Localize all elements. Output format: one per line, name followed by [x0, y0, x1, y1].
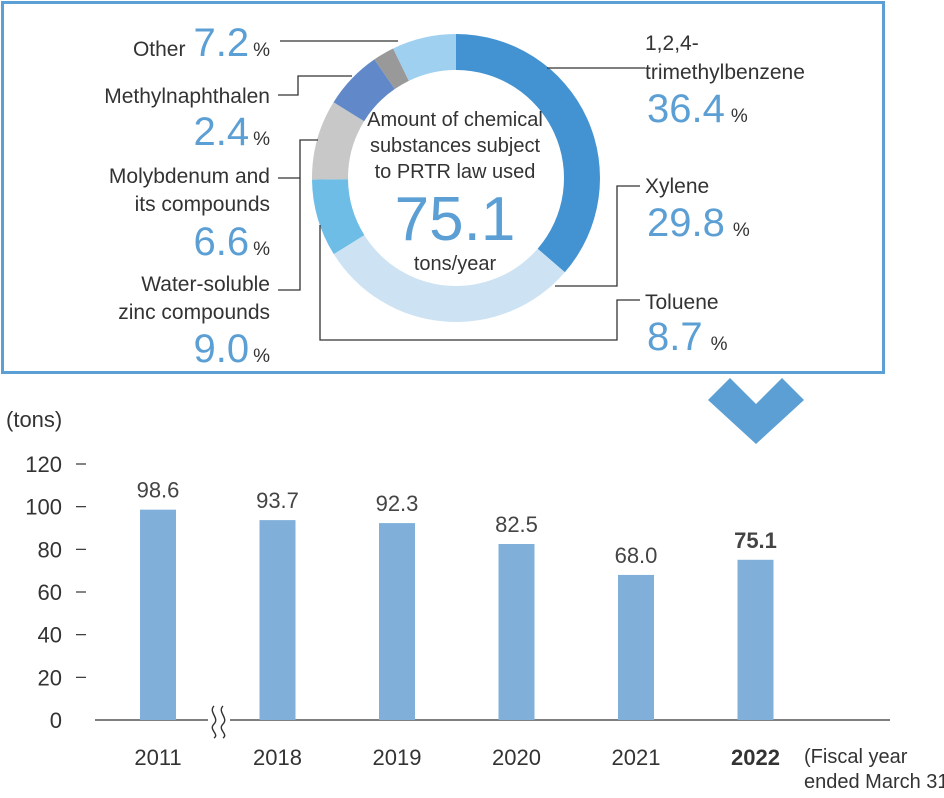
bar-2020: [498, 544, 535, 720]
y-tick-label: 100: [25, 495, 62, 520]
down-arrow-icon: [708, 378, 804, 444]
center-title-line-1: Amount of chemical: [367, 109, 543, 131]
bar-2021: [618, 574, 654, 720]
slice-percent-molybdenum: 6.6%: [193, 220, 270, 264]
slice-label-trimethylbenzene-line-1: 1,2,4-: [645, 32, 699, 55]
bar-2011: [140, 509, 176, 720]
bar-value-label-2011: 98.6: [137, 478, 180, 503]
slice-percent-water-soluble-zinc: 9.0%: [193, 327, 270, 371]
bar-value-label-2021: 68.0: [615, 543, 658, 568]
y-tick-label: 20: [38, 665, 62, 690]
donut-slice-xylene: [333, 235, 565, 322]
slice-label-methylnaphthalen: Methylnaphthalen: [104, 85, 270, 108]
slice-percent-methylnaphthalen: 2.4%: [193, 110, 270, 154]
slice-percent-toluene: 8.7%: [647, 315, 728, 359]
leader-xylene: [555, 185, 640, 287]
x-tick-label-2022: 2022: [731, 745, 780, 770]
bar-2019: [379, 523, 415, 720]
donut-slice-toluene: [312, 179, 365, 255]
bars: 98.6 2011 93.7 2018 92.3 2019 82.5 2020 68.0 2021…: [134, 478, 780, 770]
y-axis: 0 20 40 60 80 100 120: [25, 452, 86, 733]
x-tick-label-2011: 2011: [134, 745, 181, 770]
y-axis-label: (tons): [6, 407, 62, 432]
leader-methylnaphthalen: [278, 75, 352, 96]
center-total-value: 75.1: [395, 185, 516, 254]
y-tick-label: 120: [25, 452, 62, 477]
bar-value-label-2019: 92.3: [376, 491, 419, 516]
y-tick-label: 60: [38, 580, 62, 605]
slice-label-toluene: Toluene: [645, 291, 719, 314]
slice-label-xylene: Xylene: [645, 175, 709, 198]
donut-slice-other: [393, 34, 456, 81]
bar-value-label-2018: 93.7: [256, 488, 299, 513]
y-tick-label: 80: [38, 537, 62, 562]
x-tick-label-2019: 2019: [373, 745, 422, 770]
slice-label-other: Other 7.2%: [133, 21, 270, 65]
slice-label-water-soluble-zinc-line-2: zinc compounds: [118, 301, 270, 324]
center-title-line-3: to PRTR law used: [375, 161, 536, 183]
x-tick-label-2021: 2021: [612, 745, 661, 770]
bar-value-label-2020: 82.5: [495, 512, 538, 537]
slice-label-water-soluble-zinc-line-1: Water-soluble: [141, 273, 270, 296]
leader-water-soluble-zinc: [278, 139, 318, 291]
leader-toluene: [319, 225, 640, 341]
donut-slice-methylnaphthalen: [374, 48, 409, 90]
x-tick-label-2020: 2020: [492, 745, 541, 770]
bar-2022: [737, 559, 774, 720]
y-tick-label: 40: [38, 623, 62, 648]
center-title-line-2: substances subject: [370, 135, 541, 157]
slice-label-molybdenum-line-1: Molybdenum and: [109, 165, 270, 188]
donut-chart: [312, 34, 600, 322]
axis-break-icon: [208, 704, 230, 739]
slice-percent-xylene: 29.8%: [647, 201, 750, 245]
donut-slice-1-2-4-trimethylbenzene: [456, 34, 600, 273]
bar-2018: [259, 520, 296, 720]
x-tick-label-2018: 2018: [253, 745, 302, 770]
x-axis-note-line-2: ended March 31): [804, 771, 944, 793]
x-axis-note-line-1: (Fiscal year: [804, 746, 908, 768]
donut-slice-water-soluble-zinc-compounds: [312, 102, 365, 180]
slice-label-molybdenum-line-2: its compounds: [135, 193, 270, 216]
slice-label-trimethylbenzene-line-2: trimethylbenzene: [645, 61, 805, 84]
slice-percent-trimethylbenzene: 36.4%: [647, 87, 748, 131]
bar-value-label-2022: 75.1: [734, 528, 777, 553]
donut-slice-molybdenum-and-its-compounds: [333, 59, 395, 122]
center-unit: tons/year: [414, 253, 497, 275]
y-tick-label: 0: [50, 708, 62, 733]
breakdown-panel: [1, 1, 885, 374]
